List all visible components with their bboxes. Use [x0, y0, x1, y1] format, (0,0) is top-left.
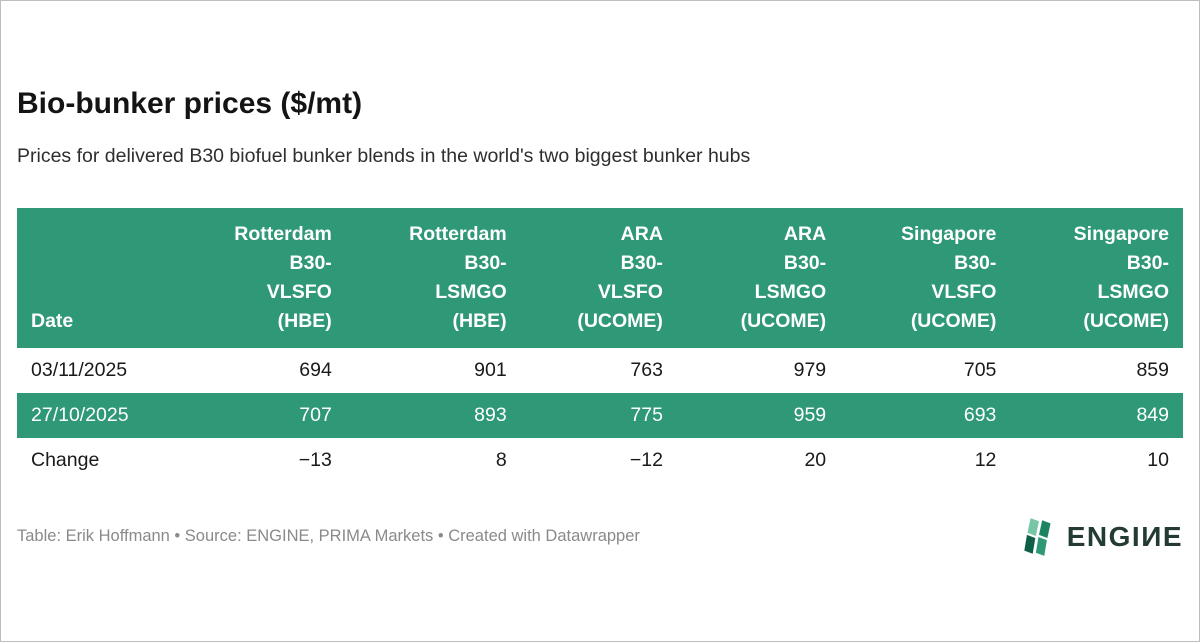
value-cell: 694 [155, 347, 346, 393]
value-cell: 849 [1010, 392, 1183, 438]
value-cell: 707 [155, 392, 346, 438]
footer: Table: Erik Hoffmann • Source: ENGINE, P… [1, 516, 1199, 558]
col-header-rotterdam-lsmgo: Rotterdam B30- LSMGO (HBE) [345, 207, 521, 348]
page-subtitle: Prices for delivered B30 biofuel bunker … [17, 144, 751, 167]
value-cell: 20 [676, 437, 841, 483]
value-cell: 8 [345, 437, 521, 483]
col-header-rotterdam-vlsfo: Rotterdam B30- VLSFO (HBE) [155, 207, 346, 348]
table-row-change: Change −13 8 −12 20 12 10 [17, 437, 1183, 483]
col-header-singapore-vlsfo: Singapore B30- VLSFO (UCOME) [840, 207, 1011, 348]
table-row-latest: 03/11/2025 694 901 763 979 705 859 [17, 347, 1183, 393]
col-header-ara-vlsfo: ARA B30- VLSFO (UCOME) [520, 207, 677, 348]
value-cell: 763 [520, 347, 677, 393]
value-cell: −12 [520, 437, 677, 483]
prices-table: Date Rotterdam B30- VLSFO (HBE) Rotterda… [17, 207, 1183, 483]
value-cell: 693 [840, 392, 1011, 438]
table-header-row: Date Rotterdam B30- VLSFO (HBE) Rotterda… [17, 207, 1183, 348]
value-cell: 859 [1010, 347, 1183, 393]
value-cell: −13 [155, 437, 346, 483]
attribution-text: Table: Erik Hoffmann • Source: ENGINE, P… [17, 527, 640, 546]
col-header-singapore-lsmgo: Singapore B30- LSMGO (UCOME) [1010, 207, 1183, 348]
value-cell: 893 [345, 392, 521, 438]
engine-logo-wordmark: ENGIИE [1066, 520, 1183, 552]
page-title: Bio-bunker prices ($/mt) [17, 87, 363, 120]
date-cell: Change [17, 437, 156, 483]
value-cell: 959 [676, 392, 841, 438]
col-header-date: Date [17, 207, 156, 348]
engine-logo-icon [1024, 517, 1051, 556]
engine-logo: ENGIИE [1020, 516, 1183, 558]
value-cell: 12 [840, 437, 1011, 483]
value-cell: 775 [520, 392, 677, 438]
value-cell: 901 [345, 347, 521, 393]
table-row-previous-highlighted: 27/10/2025 707 893 775 959 693 849 [17, 392, 1183, 438]
value-cell: 979 [676, 347, 841, 393]
date-cell: 27/10/2025 [17, 392, 156, 438]
value-cell: 705 [840, 347, 1011, 393]
value-cell: 10 [1010, 437, 1183, 483]
date-cell: 03/11/2025 [17, 347, 156, 393]
table-embed: Bio-bunker prices ($/mt) Prices for deli… [1, 85, 1199, 483]
col-header-ara-lsmgo: ARA B30- LSMGO (UCOME) [676, 207, 841, 348]
